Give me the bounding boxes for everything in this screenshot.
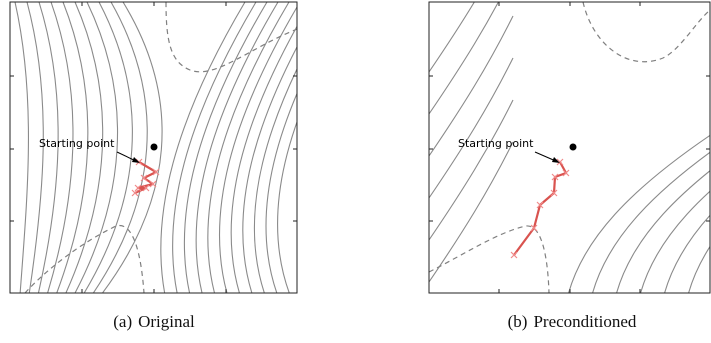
dashed-contour (582, 2, 710, 63)
path-marker (536, 201, 544, 209)
contour-line (429, 2, 500, 115)
contour-line (101, 2, 163, 293)
contour-line (183, 2, 268, 293)
path-marker (152, 168, 160, 176)
path-marker (142, 184, 150, 192)
dashed-contour (429, 225, 550, 293)
starting-point-label: Starting point (458, 137, 534, 150)
arrow-head-icon (552, 157, 560, 163)
contour-lines (14, 2, 297, 293)
dashed-contour (165, 2, 297, 73)
arrow-head-icon (132, 157, 140, 163)
caption-text: Preconditioned (533, 312, 637, 331)
contour-line (429, 99, 514, 241)
contour-line (568, 134, 710, 293)
path-marker (149, 180, 157, 188)
contour-line (160, 2, 246, 293)
path-markers (510, 158, 570, 259)
path-marker (550, 189, 558, 197)
contour-line (14, 2, 29, 293)
contour-line (26, 2, 44, 293)
contour-line (37, 2, 59, 293)
contour-line (74, 2, 119, 293)
contour-line (83, 2, 133, 293)
contour-line (56, 2, 89, 293)
contour-line (664, 214, 710, 293)
contour-line (688, 245, 710, 293)
path-marker (510, 251, 518, 259)
contour-line (640, 190, 710, 293)
path-markers (131, 158, 160, 197)
contour-line (429, 2, 475, 73)
starting-point-label: Starting point (39, 137, 115, 150)
contour-line (47, 2, 74, 293)
dashed-contour (24, 225, 145, 293)
path-marker (530, 224, 538, 232)
contour-line (218, 6, 297, 293)
original-plot: Starting point (9, 1, 298, 294)
path-marker (556, 158, 564, 166)
path-marker (562, 169, 570, 177)
caption-original: (a) Original (4, 312, 304, 332)
path-marker (140, 174, 148, 182)
caption-tag: (b) (507, 312, 528, 331)
contour-line (230, 25, 297, 293)
path-marker (551, 173, 559, 181)
contour-line (207, 2, 290, 293)
contour-line (429, 57, 514, 199)
contour-line (616, 170, 710, 293)
contour-line (429, 15, 514, 157)
contour-line (253, 67, 297, 293)
caption-text: Original (138, 312, 195, 331)
axis-ticks (10, 2, 297, 293)
starting-point-marker (569, 143, 577, 151)
contour-line (592, 151, 710, 293)
contour-line (276, 120, 297, 293)
caption-preconditioned: (b) Preconditioned (422, 312, 711, 332)
contour-line (265, 92, 297, 293)
axis-ticks (429, 2, 710, 293)
contour-line (65, 2, 104, 293)
contour-line (195, 2, 279, 293)
contour-line (92, 2, 148, 293)
path-marker (131, 189, 139, 197)
contour-lines (429, 2, 710, 293)
optimization-path (513, 161, 568, 256)
path-marker (134, 184, 142, 192)
preconditioned-plot: Starting point (428, 1, 711, 294)
caption-tag: (a) (113, 312, 133, 331)
contour-line (172, 2, 257, 293)
contour-line (429, 141, 514, 283)
starting-point-marker (150, 143, 158, 151)
contour-line (242, 45, 297, 293)
